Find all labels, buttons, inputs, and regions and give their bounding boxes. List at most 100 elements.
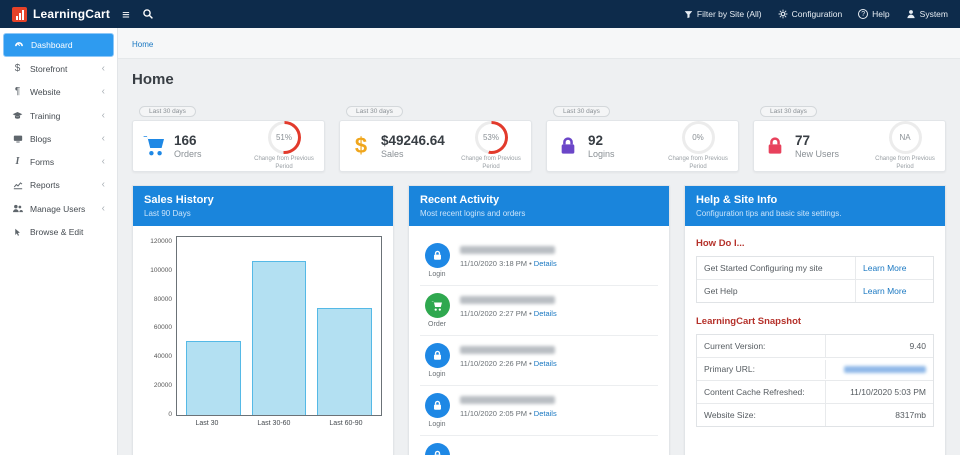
configuration-button[interactable]: Configuration [778,9,843,19]
snapshot-row-value: 8317mb [825,404,933,426]
activity-detail: 11/10/2020 3:18 PM • Details [460,243,557,278]
topbar-actions: Filter by Site (All) Configuration ? Hel… [684,9,948,19]
list-item: Login 11/10/2020 2:26 PM • Details [420,336,658,386]
stat-label: Logins [588,149,615,159]
table-row: Get Started Configuring my site Learn Mo… [697,257,933,280]
sidebar-item-manage-users[interactable]: Manage Users ‹ [3,197,114,220]
stat-value: $49246.64 [381,133,445,148]
activity-icon-block: Login [422,393,452,428]
details-link[interactable]: Details [533,359,557,368]
redacted-url-link[interactable] [844,365,926,373]
chart-x-label: Last 30 [195,420,219,427]
breadcrumb: Home [118,28,960,59]
lock-icon [556,136,580,156]
activity-detail: 11/10/2020 2:26 PM • Details [460,343,557,378]
stat-card-logins: Last 30 days 92 Logins 0% Change from Pr… [546,100,739,172]
sidebar-item-dashboard[interactable]: Dashboard [3,33,114,57]
table-row: Primary URL: [697,358,933,381]
details-link[interactable]: Details [533,259,557,268]
chevron-left-icon: ‹ [101,133,105,144]
chart-y-tick: 40000 [153,353,172,361]
gauge: NA [888,121,922,154]
pilcrow-icon: ¶ [14,86,21,97]
chart-x-axis: Last 30 Last 30-60 Last 60-90 [176,420,382,427]
activity-detail: 11/10/2020 2:27 PM • Details [460,293,557,328]
details-link[interactable]: Details [533,409,557,418]
stat-cards-row: Last 30 days 166 Orders 51% Change from … [132,100,946,172]
sidebar-item-blogs[interactable]: Blogs ‹ [3,128,114,150]
gauge-caption: Change from Previous Period [461,156,521,170]
stat-card: $ $49246.64 Sales 53% Change from Previo… [339,120,532,172]
sidebar-item-label: Browse & Edit [30,227,84,237]
snapshot-row-label: Current Version: [704,341,766,351]
chevron-left-icon: ‹ [101,86,105,97]
details-link[interactable]: Details [533,309,557,318]
snapshot-row-label: Content Cache Refreshed: [704,387,805,397]
chart-bar [316,308,372,415]
sidebar: Dashboard $ Storefront ‹ ¶ Website ‹ Tra… [0,28,118,455]
stat-label: Sales [381,149,404,159]
gauge: 0% [681,121,715,154]
gear-icon [778,9,788,19]
menu-icon[interactable]: ≡ [122,6,130,22]
sidebar-item-label: Forms [30,157,55,167]
snapshot-row-label: Website Size: [704,410,756,420]
snapshot-row-value: 9.40 [825,335,933,357]
activity-type: Login [428,371,446,378]
chart-x-label: Last 60-90 [329,420,363,427]
sidebar-item-training[interactable]: Training ‹ [3,104,114,127]
activity-icon-block [422,443,452,455]
gauge-block: 51% Change from Previous Period [253,121,315,171]
sidebar-item-forms[interactable]: I Forms ‹ [3,151,114,173]
graduation-cap-icon [12,110,23,121]
sidebar-item-label: Website [30,87,61,97]
stat-text: 77 New Users [795,133,839,159]
help-icon: ? [858,9,869,19]
stat-card: 166 Orders 51% Change from Previous Peri… [132,120,325,172]
gauge-caption: Change from Previous Period [875,156,935,170]
table-row: Website Size: 8317mb [697,404,933,426]
how-do-i-heading: How Do I... [696,238,745,249]
user-icon [906,9,916,19]
cart-icon [142,134,166,158]
configuration-label: Configuration [791,9,843,19]
stat-value: 166 [174,133,197,148]
learn-more-link[interactable]: Learn More [863,286,907,296]
sidebar-item-website[interactable]: ¶ Website ‹ [3,81,114,103]
help-button[interactable]: ? Help [858,9,890,19]
chart-plot [176,236,382,416]
sidebar-item-reports[interactable]: Reports ‹ [3,174,114,196]
table-row: Content Cache Refreshed: 11/10/2020 5:03… [697,381,933,404]
sidebar-item-label: Dashboard [31,40,73,50]
stat-card-sales: Last 30 days $ $49246.64 Sales 53% Chang… [339,100,532,172]
brand-name: LearningCart [33,7,111,21]
gauge-block: 0% Change from Previous Period [667,121,729,171]
sidebar-item-storefront[interactable]: $ Storefront ‹ [3,58,114,80]
panel-header: Recent Activity Most recent logins and o… [409,186,669,226]
how-do-i-table: Get Started Configuring my site Learn Mo… [696,256,934,303]
period-tab: Last 30 days [139,106,196,117]
chart-y-tick: 120000 [150,238,172,245]
activity-type: Login [428,421,446,428]
list-item: Order 11/10/2020 2:27 PM • Details [420,286,658,336]
system-button[interactable]: System [906,9,948,19]
redacted-name [460,396,555,404]
stat-value: 77 [795,133,811,148]
sidebar-item-browse-edit[interactable]: Browse & Edit [3,221,114,243]
breadcrumb-home-link[interactable]: Home [132,40,154,49]
chart-y-tick: 20000 [153,382,172,390]
activity-datetime: 11/10/2020 2:05 PM [460,409,527,418]
learn-more-link[interactable]: Learn More [863,263,907,273]
lock-icon [424,443,450,455]
gauge-block: 53% Change from Previous Period [460,121,522,171]
list-item: Login 11/10/2020 3:18 PM • Details [420,236,658,286]
snapshot-heading: LearningCart Snapshot [696,316,802,327]
chart-bar [251,260,307,415]
filter-by-site-button[interactable]: Filter by Site (All) [684,9,762,19]
gauge-caption: Change from Previous Period [254,156,314,170]
search-icon[interactable] [142,8,154,20]
panels-row: Sales History Last 90 Days 120000 100000 8… [132,185,946,455]
brand-link[interactable]: LearningCart [12,6,111,22]
period-tab: Last 30 days [553,106,610,117]
panel-title: Recent Activity [420,194,500,206]
